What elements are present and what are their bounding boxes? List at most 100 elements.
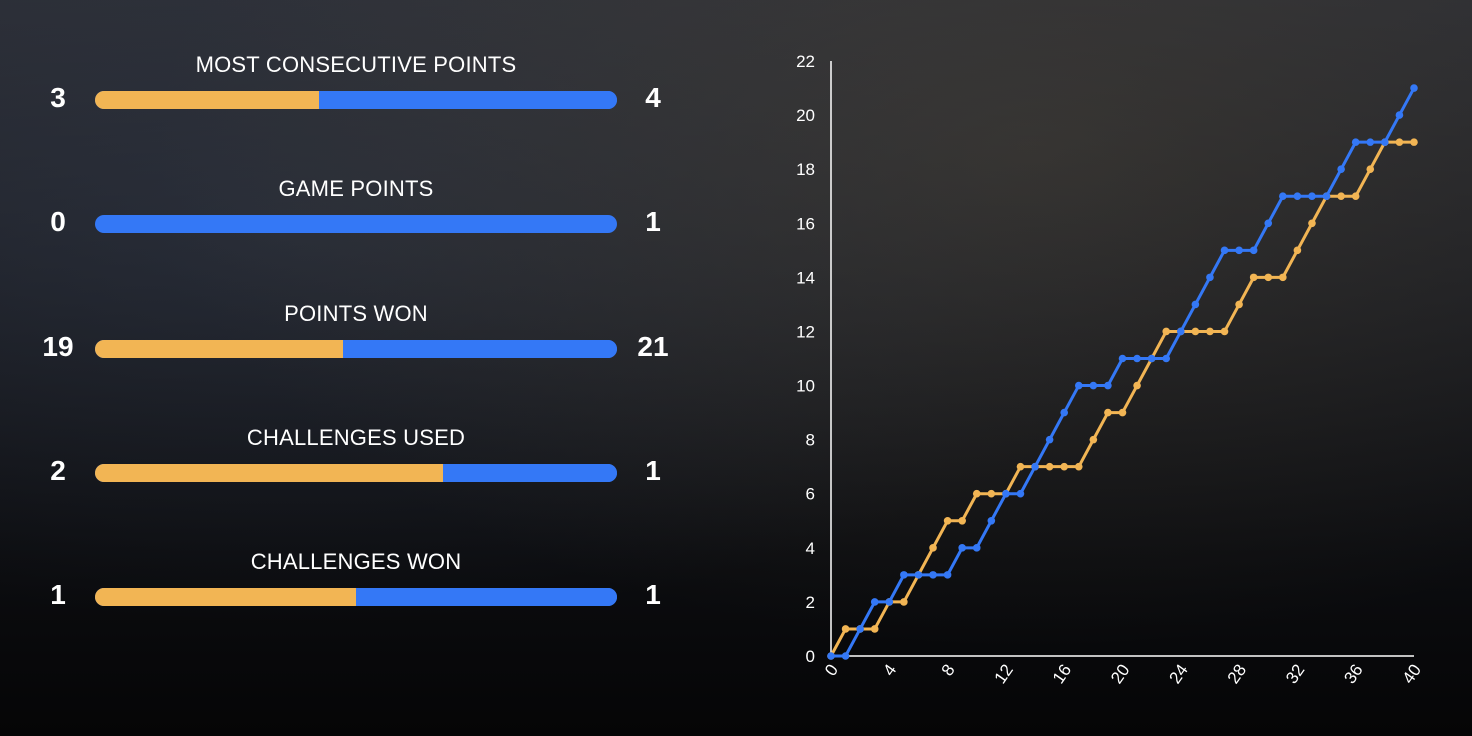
data-point-player_b: [1322, 192, 1331, 201]
y-tick-label: 10: [796, 377, 815, 396]
data-point-player_b: [1045, 435, 1054, 444]
data-point-player_a: [1089, 435, 1098, 444]
y-tick-label: 6: [806, 485, 815, 504]
stat-label: POINTS WON: [284, 301, 428, 326]
x-tick-label: 0: [821, 661, 842, 680]
data-point-player_b: [1351, 138, 1360, 146]
y-tick-label: 16: [796, 214, 815, 233]
data-point-player_b: [900, 571, 908, 579]
data-point-player_b: [958, 544, 966, 552]
data-point-player_b: [870, 598, 879, 606]
x-tick-label: 24: [1165, 661, 1191, 687]
x-tick-label: 20: [1107, 661, 1133, 687]
stat-bar: [95, 464, 617, 482]
y-tick-label: 4: [806, 539, 815, 558]
data-point-player_a: [1279, 273, 1287, 282]
x-tick-label: 16: [1049, 661, 1075, 687]
data-point-player_b: [943, 571, 952, 579]
data-point-player_b: [1177, 327, 1185, 336]
data-point-player_b: [914, 571, 923, 579]
x-tick-label: 36: [1340, 661, 1366, 687]
y-tick-label: 2: [806, 593, 815, 612]
data-point-player_b: [1220, 246, 1229, 255]
data-point-player_a: [1104, 408, 1112, 417]
data-point-player_a: [972, 489, 981, 498]
data-point-player_a: [1016, 462, 1025, 471]
stat-challenges-won: CHALLENGES WON 1 1: [0, 549, 720, 629]
data-point-player_b: [1264, 219, 1273, 228]
data-point-player_b: [929, 571, 937, 579]
bar-right-fill: [342, 340, 617, 358]
data-point-player_a: [1206, 327, 1214, 336]
data-point-player_b: [1279, 192, 1287, 201]
stat-points-won: POINTS WON 19 21: [0, 301, 720, 381]
bar-left-fill: [95, 588, 356, 606]
data-point-player_a: [1410, 138, 1418, 146]
data-point-player_b: [1249, 246, 1258, 255]
data-point-player_b: [1293, 192, 1302, 201]
x-tick-label: 40: [1399, 661, 1425, 687]
y-tick-label: 18: [796, 160, 815, 179]
bar-right-fill: [443, 464, 617, 482]
data-point-player_b: [1410, 84, 1418, 92]
data-point-player_b: [1016, 489, 1025, 498]
stat-label: CHALLENGES WON: [250, 549, 462, 574]
y-tick-label: 20: [796, 106, 815, 125]
data-point-player_a: [1118, 408, 1127, 417]
data-point-player_b: [1235, 246, 1243, 255]
data-point-player_a: [1395, 138, 1404, 146]
stat-bar: [95, 340, 617, 358]
stat-bar: [95, 588, 617, 606]
data-point-player_a: [1060, 462, 1068, 471]
bar-right-fill: [356, 588, 617, 606]
data-point-player_a: [1366, 165, 1375, 173]
data-point-player_b: [1104, 381, 1112, 390]
y-tick-label: 12: [796, 322, 815, 341]
bar-right-fill: [318, 91, 617, 109]
x-tick-label: 32: [1282, 661, 1308, 687]
data-point-player_b: [987, 516, 996, 525]
data-point-player_a: [1162, 327, 1171, 336]
y-tick-label: 22: [796, 52, 815, 71]
data-point-player_b: [1206, 273, 1214, 282]
data-point-player_a: [1191, 327, 1200, 336]
data-point-player_b: [1031, 462, 1039, 471]
data-point-player_a: [870, 625, 879, 633]
data-point-player_b: [1089, 381, 1098, 390]
data-point-player_b: [1191, 300, 1200, 309]
data-point-player_b: [1074, 381, 1083, 390]
stat-challenges-used: CHALLENGES USED 2 1: [0, 425, 720, 505]
data-point-player_b: [856, 625, 864, 633]
stat-left-value: 19: [42, 331, 74, 362]
bar-left-fill: [95, 464, 443, 482]
x-tick-label: 12: [991, 661, 1017, 687]
x-tick-label: 8: [938, 661, 959, 680]
stat-left-value: 0: [50, 206, 66, 237]
data-point-player_a: [1045, 462, 1054, 471]
data-point-player_b: [1308, 192, 1316, 201]
data-point-player_a: [1308, 219, 1316, 228]
data-point-player_b: [1060, 408, 1068, 417]
data-point-player_b: [1366, 138, 1375, 146]
data-point-player_a: [943, 516, 952, 525]
data-point-player_a: [987, 489, 996, 498]
stat-label: CHALLENGES USED: [246, 425, 466, 450]
series-line-player_a: [829, 140, 1414, 657]
data-point-player_a: [1351, 192, 1360, 201]
bar-right-fill: [95, 215, 617, 233]
data-point-player_b: [1147, 354, 1156, 363]
data-point-player_b: [885, 598, 894, 606]
stat-right-value: 21: [637, 331, 669, 362]
x-tick-label: 28: [1224, 661, 1250, 687]
x-tick-label: 4: [879, 661, 900, 680]
stat-bar: [95, 215, 617, 233]
data-point-player_b: [1002, 489, 1010, 498]
data-point-player_b: [827, 652, 835, 660]
data-point-player_a: [1235, 300, 1243, 309]
stat-bar: [95, 91, 617, 109]
bar-left-fill: [95, 340, 343, 358]
y-tick-label: 0: [806, 647, 815, 666]
y-tick-label: 8: [806, 431, 815, 450]
data-point-player_b: [1395, 111, 1404, 119]
